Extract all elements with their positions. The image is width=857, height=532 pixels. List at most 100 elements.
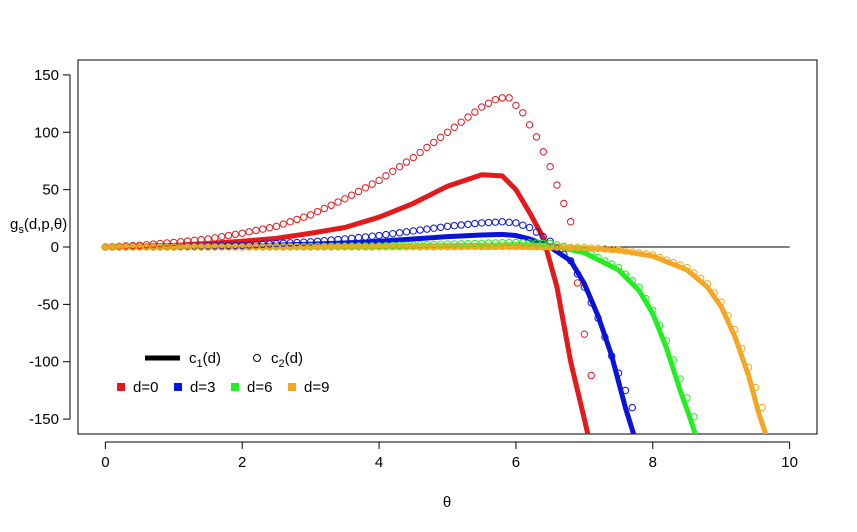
- series-point: [375, 176, 383, 185]
- series-point: [525, 121, 534, 129]
- y-tick-label: -100: [29, 354, 59, 371]
- series-point: [204, 235, 212, 243]
- series-point: [368, 180, 376, 188]
- series-point: [402, 158, 411, 166]
- series-point: [546, 162, 554, 171]
- series-point: [519, 109, 527, 117]
- series-point: [601, 257, 609, 265]
- series-point: [313, 207, 322, 216]
- legend-swatch-d=3: [174, 383, 182, 391]
- legend-line-label-main: c: [189, 350, 197, 367]
- series-point: [580, 330, 589, 338]
- series-point: [614, 263, 623, 272]
- series-point: [416, 226, 424, 234]
- series-point: [669, 356, 678, 364]
- series-point: [608, 260, 616, 268]
- series-point: [587, 298, 595, 307]
- series-point: [217, 232, 226, 241]
- series-point: [402, 228, 411, 236]
- series-point: [443, 128, 452, 136]
- series-point: [354, 233, 363, 242]
- series-point: [621, 386, 630, 395]
- series-point: [457, 118, 465, 126]
- series-point: [334, 198, 342, 206]
- series-point: [580, 283, 589, 291]
- series-point: [628, 403, 636, 412]
- series-point: [491, 95, 500, 104]
- series-point: [744, 363, 753, 372]
- series-point: [662, 256, 671, 264]
- series-point: [710, 289, 719, 297]
- series-line-d=3: [102, 231, 637, 434]
- series-point: [717, 298, 725, 306]
- x-tick-label: 6: [512, 454, 520, 471]
- series-point: [512, 101, 520, 110]
- series-point: [423, 143, 431, 152]
- series-point: [478, 103, 486, 111]
- series-point: [573, 279, 582, 287]
- series-point: [341, 195, 349, 203]
- series-point: [279, 220, 287, 228]
- series-point: [628, 248, 636, 256]
- series-point: [751, 383, 760, 392]
- series-point: [601, 333, 609, 341]
- series-point: [649, 251, 657, 259]
- series-point: [573, 270, 582, 278]
- y-tick-label: 100: [34, 124, 59, 141]
- series-point: [286, 218, 294, 226]
- legend-label-d=3: d=3: [190, 379, 215, 396]
- series-point: [758, 403, 766, 412]
- series-point: [231, 230, 240, 239]
- series-point: [471, 219, 479, 228]
- series-point: [594, 253, 602, 262]
- legend-series: d=0 d=3 d=6 d=9: [117, 379, 329, 396]
- series-point: [690, 413, 698, 421]
- series-point: [553, 241, 561, 249]
- series-point: [436, 133, 445, 142]
- y-axis-title-subscript: s: [18, 224, 24, 236]
- series-point: [443, 222, 452, 231]
- series-point: [621, 270, 630, 278]
- series-point: [252, 226, 260, 235]
- series-point: [389, 229, 397, 238]
- series-point: [409, 153, 417, 162]
- series-point: [491, 218, 500, 226]
- series-point: [245, 228, 253, 236]
- series-point: [505, 94, 513, 102]
- series-point: [525, 223, 534, 232]
- series-point: [341, 235, 349, 243]
- series-point: [320, 204, 329, 213]
- series-point: [655, 253, 664, 262]
- series-point: [259, 225, 267, 233]
- legend-point-label-sub: 2: [279, 358, 285, 370]
- series-point: [361, 233, 370, 241]
- legend-label-d=0: d=0: [133, 379, 158, 396]
- series-point: [176, 238, 185, 246]
- series-point: [724, 312, 732, 320]
- series-point: [546, 239, 554, 248]
- legend-swatch-d=0: [117, 383, 125, 391]
- series-point: [703, 280, 712, 288]
- series-point: [539, 148, 547, 156]
- series-point: [519, 221, 527, 229]
- series-point: [450, 123, 459, 131]
- y-tick-label: -150: [29, 411, 59, 428]
- legend-line-label-sub: 1: [197, 358, 203, 370]
- series-point: [471, 108, 479, 116]
- series-point: [635, 249, 643, 257]
- series-point: [587, 371, 595, 380]
- legend-point-label-rest: (d): [285, 350, 303, 367]
- series-point: [498, 94, 506, 102]
- x-tick-label: 4: [375, 454, 383, 471]
- series-point: [300, 213, 308, 221]
- series-point: [553, 181, 561, 189]
- series-point: [587, 250, 595, 258]
- y-tick-label: -50: [37, 296, 59, 313]
- series-point: [738, 344, 746, 353]
- series-point: [478, 219, 486, 227]
- series-point: [676, 375, 684, 383]
- legend-point-label: c2(d): [271, 350, 303, 370]
- legend-line-label-rest: (d): [203, 350, 221, 367]
- series-point: [395, 229, 404, 237]
